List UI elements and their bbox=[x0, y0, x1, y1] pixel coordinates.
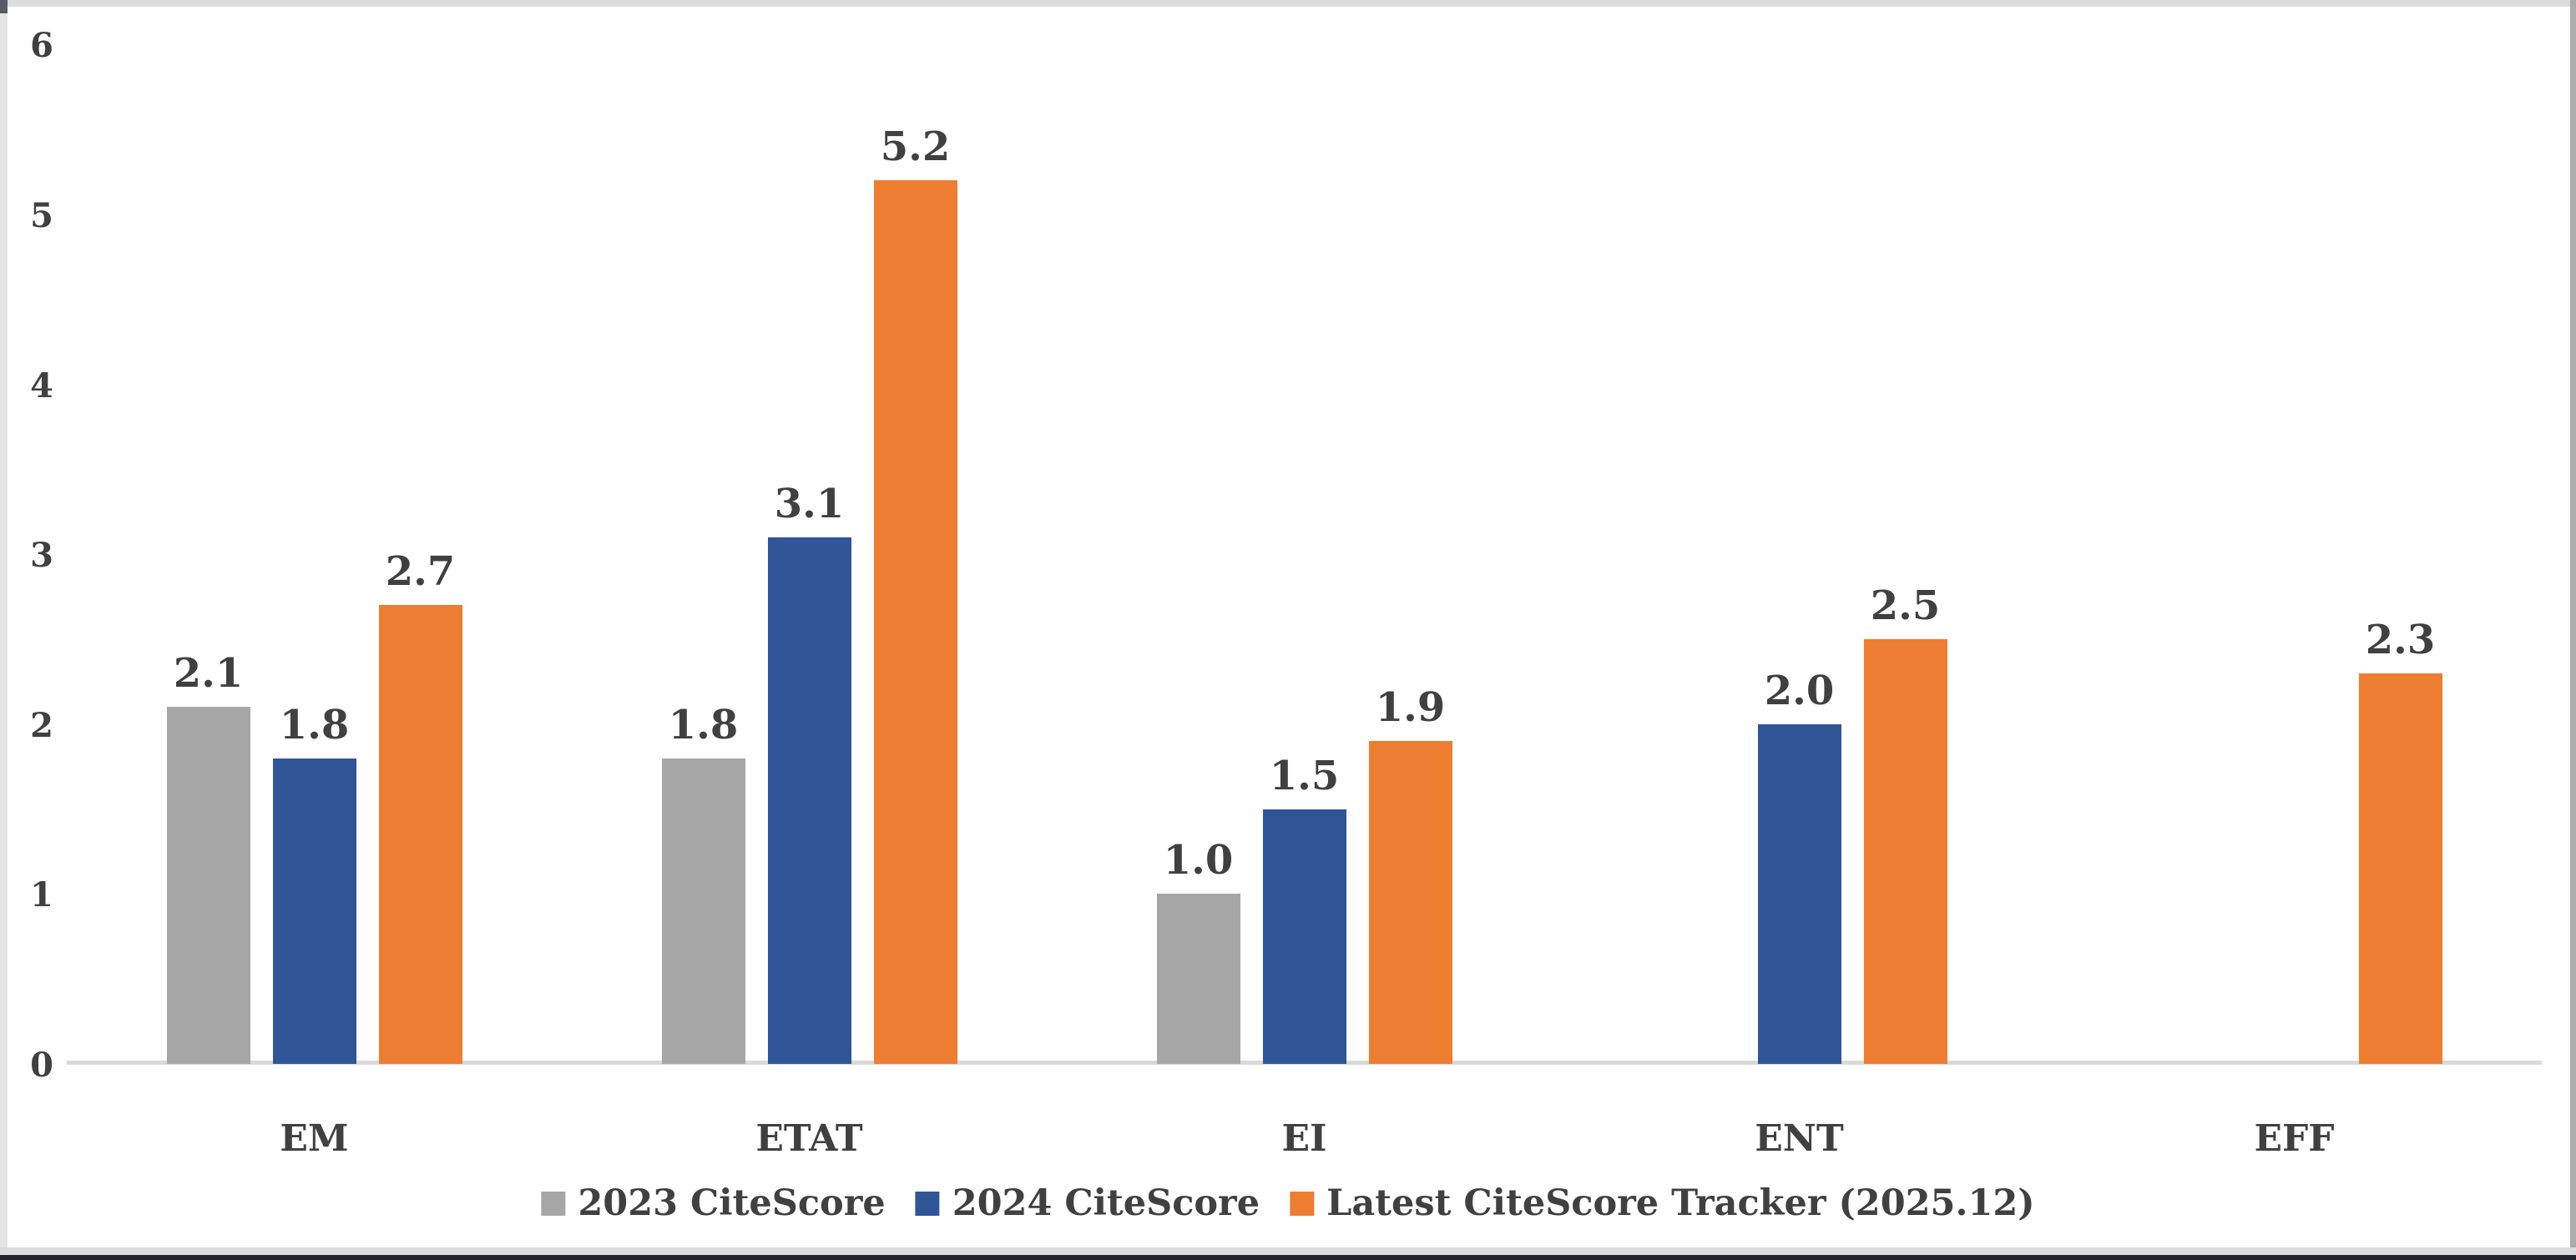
bar-etat-tracker bbox=[873, 180, 957, 1064]
bar-etat-2024 bbox=[767, 537, 851, 1064]
legend-label: 2023 CiteScore bbox=[578, 1182, 886, 1224]
bar-ei-2024 bbox=[1262, 809, 1346, 1064]
bar-value-label: 1.8 bbox=[668, 702, 739, 748]
y-axis-tick-label: 4 bbox=[30, 365, 53, 406]
bar-ei-2023 bbox=[1156, 894, 1240, 1064]
legend-item: Latest CiteScore Tracker (2025.12) bbox=[1290, 1182, 2035, 1225]
frame-border-top bbox=[0, 0, 2576, 7]
legend-swatch bbox=[541, 1191, 566, 1216]
legend-item: 2023 CiteScore bbox=[541, 1182, 886, 1225]
bar-value-label: 1.5 bbox=[1269, 753, 1340, 799]
bar-ent-tracker bbox=[1863, 639, 1947, 1064]
bar-value-label: 1.0 bbox=[1163, 837, 1234, 884]
bar-value-label: 1.9 bbox=[1375, 684, 1446, 731]
frame-border-bottom-light bbox=[0, 1247, 2576, 1255]
x-axis-category-label: ENT bbox=[1755, 1117, 1844, 1160]
y-axis-tick-label: 0 bbox=[30, 1046, 53, 1085]
bar-eff-tracker bbox=[2358, 673, 2442, 1064]
bar-ent-2024 bbox=[1757, 724, 1841, 1064]
chart-legend: 2023 CiteScore 2024 CiteScore Latest CiteS… bbox=[541, 1182, 2035, 1225]
legend-label: Latest CiteScore Tracker (2025.12) bbox=[1326, 1182, 2035, 1224]
x-axis-category-label: ETAT bbox=[755, 1117, 863, 1160]
x-axis-category-label: EM bbox=[280, 1117, 349, 1160]
bar-value-label: 2.0 bbox=[1764, 668, 1835, 714]
frame-border-top-notch bbox=[0, 0, 8, 13]
bar-em-tracker bbox=[378, 605, 462, 1064]
bar-value-label: 2.3 bbox=[2365, 617, 2436, 663]
legend-item: 2024 CiteScore bbox=[915, 1182, 1260, 1225]
bar-em-2024 bbox=[272, 759, 356, 1064]
frame-border-right bbox=[2570, 0, 2576, 1260]
frame-border-bottom-dark bbox=[0, 1255, 2576, 1260]
bar-value-label: 5.2 bbox=[880, 123, 951, 170]
bar-value-label: 1.8 bbox=[279, 702, 350, 748]
bar-em-2023 bbox=[166, 707, 250, 1064]
bar-etat-2023 bbox=[661, 759, 745, 1064]
legend-swatch bbox=[915, 1191, 940, 1216]
x-axis-category-label: EI bbox=[1281, 1117, 1327, 1160]
y-axis-tick-label: 6 bbox=[30, 26, 53, 66]
bar-value-label: 2.1 bbox=[173, 650, 244, 697]
bar-ei-tracker bbox=[1368, 741, 1452, 1064]
legend-swatch bbox=[1290, 1191, 1315, 1216]
x-axis-category-label: EFF bbox=[2254, 1117, 2335, 1160]
y-axis-tick-label: 5 bbox=[30, 196, 53, 235]
bar-value-label: 3.1 bbox=[774, 481, 845, 527]
frame-border-left bbox=[0, 0, 8, 1260]
bar-value-label: 2.5 bbox=[1870, 582, 1941, 629]
y-axis-tick-label: 3 bbox=[30, 536, 53, 576]
y-axis-tick-label: 2 bbox=[30, 705, 53, 745]
y-axis-tick-label: 1 bbox=[30, 875, 53, 915]
bar-value-label: 2.7 bbox=[385, 548, 456, 595]
legend-label: 2024 CiteScore bbox=[952, 1182, 1260, 1224]
